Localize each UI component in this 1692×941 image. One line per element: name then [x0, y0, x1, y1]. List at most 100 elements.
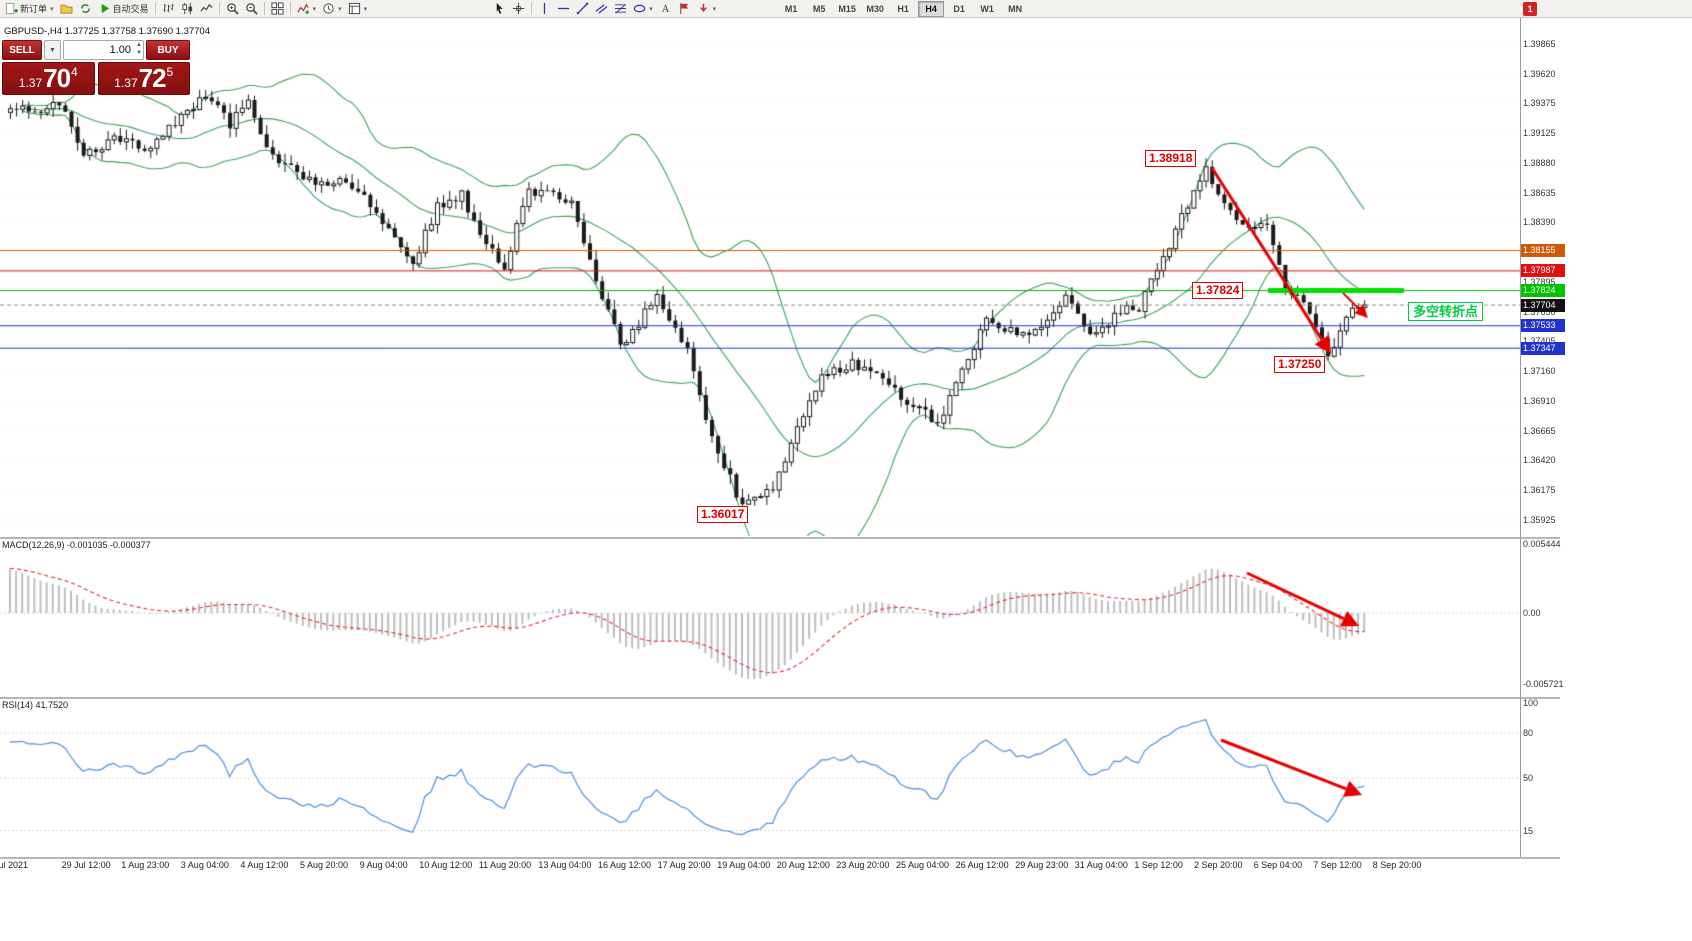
text-button[interactable]: A	[657, 1, 674, 17]
macd-scale-label: 0.005444	[1523, 539, 1561, 549]
price-annotation-box[interactable]: 1.38918	[1145, 150, 1197, 167]
time-axis-label: Jul 2021	[0, 860, 29, 870]
time-axis-label: 29 Jul 12:00	[61, 860, 111, 870]
indicators-button[interactable]: ▾	[295, 1, 319, 17]
timeframe-m5-button[interactable]: M5	[812, 3, 826, 14]
refresh-button[interactable]	[77, 1, 94, 17]
price-level-tag: 1.38155	[1521, 244, 1565, 258]
volume-input[interactable]: 1.00 ▲ ▼	[63, 40, 144, 60]
templates-button[interactable]: ▾	[346, 1, 370, 17]
price-annotation-box[interactable]: 1.37824	[1192, 282, 1244, 299]
time-axis-label: 23 Aug 20:00	[836, 860, 890, 870]
panel-separator-macd[interactable]	[0, 537, 1560, 539]
profiles-button[interactable]	[58, 1, 75, 17]
time-axis-label: 11 Aug 20:00	[478, 860, 532, 870]
periods-button[interactable]: ▾	[320, 1, 344, 17]
shapes-button[interactable]: ▾	[631, 1, 655, 17]
notification-badge[interactable]: 1	[1523, 2, 1537, 16]
macd-scale-label: -0.005721	[1523, 679, 1564, 689]
timeframe-d1-button[interactable]: D1	[953, 3, 965, 14]
candles-icon	[181, 2, 192, 15]
time-axis-label: 17 Aug 20:00	[657, 860, 711, 870]
doc-plus-icon	[5, 2, 18, 15]
toolbar-separator	[531, 2, 533, 15]
price-annotation-box[interactable]: 1.37250	[1274, 356, 1326, 373]
price-level-tag: 1.37987	[1521, 264, 1565, 278]
rsi-scale-label: 100	[1523, 698, 1539, 708]
line-chart-button[interactable]	[198, 1, 215, 17]
price-axis-tick: 1.35925	[1523, 515, 1556, 525]
zoom-in-button[interactable]	[224, 1, 241, 17]
timeframe-mn-button[interactable]: MN	[1008, 3, 1023, 14]
arrows-button[interactable]: ▾	[695, 1, 719, 17]
macd-indicator-label: MACD(12,26,9) -0.001035 -0.000377	[2, 540, 151, 550]
svg-text:A: A	[661, 4, 669, 15]
buy-price-base: 1.37	[114, 76, 138, 90]
fibonacci-retracement-button[interactable]	[612, 1, 629, 17]
cursor-button[interactable]	[491, 1, 508, 17]
timeframe-m15-button[interactable]: M15	[838, 3, 856, 14]
new-order-button[interactable]: 新订单 ▾	[3, 1, 56, 17]
toolbar-spacer	[719, 8, 777, 9]
time-axis-label: 31 Aug 04:00	[1074, 860, 1128, 870]
toolbar-separator	[218, 2, 220, 15]
crosshair-icon	[513, 2, 525, 15]
chart-plot-canvas[interactable]	[0, 18, 1520, 863]
zoomin-icon	[226, 3, 239, 15]
text-label-button[interactable]	[676, 1, 693, 17]
timeframe-w1-button[interactable]: W1	[980, 3, 994, 14]
time-axis-label: 4 Aug 12:00	[240, 860, 289, 870]
turning-point-note[interactable]: 多空转折点	[1408, 302, 1484, 321]
time-axis-label: 13 Aug 04:00	[538, 860, 592, 870]
crosshair-button[interactable]	[510, 1, 527, 17]
volume-value: 1.00	[109, 44, 131, 56]
toolbar-spacer	[370, 8, 490, 9]
time-axis-label: 6 Sep 04:00	[1253, 860, 1303, 870]
new-order-label: 新订单	[20, 4, 48, 14]
vertical-line-button[interactable]	[536, 1, 553, 17]
price-axis-border	[1520, 18, 1521, 857]
zoom-out-button[interactable]	[243, 1, 260, 17]
bars-icon	[162, 3, 174, 13]
price-axis-tick: 1.38390	[1523, 217, 1556, 228]
trendline-button[interactable]	[574, 1, 591, 17]
equidistant-channel-button[interactable]	[593, 1, 610, 17]
time-axis-label: 3 Aug 04:00	[180, 860, 229, 870]
cursor-icon	[496, 2, 503, 14]
candlestick-chart-button[interactable]	[179, 1, 196, 17]
spin-up-icon[interactable]: ▲	[136, 42, 142, 48]
toolbar-separator	[263, 2, 265, 15]
autotrade-button[interactable]: 自动交易	[96, 1, 151, 17]
price-axis-tick: 1.38635	[1523, 187, 1556, 198]
dropdown-caret-icon: ▾	[363, 5, 368, 13]
timeframe-h1-button[interactable]: H1	[897, 3, 909, 14]
sell-button[interactable]: SELL	[2, 40, 42, 60]
sell-price-display[interactable]: 1.37 70 4	[2, 62, 95, 95]
timeframe-h4-button[interactable]: H4	[918, 0, 945, 17]
panel-separator-rsi[interactable]	[0, 697, 1560, 699]
dropdown-caret-icon: ▾	[312, 5, 317, 13]
bar-chart-button[interactable]	[160, 1, 177, 17]
ellipse-icon	[633, 4, 646, 13]
horizontal-line-button[interactable]	[555, 1, 572, 17]
buy-button[interactable]: BUY	[146, 40, 190, 60]
symbol-ohlc-info: GBPUSD-,H4 1.37725 1.37758 1.37690 1.377…	[4, 26, 210, 37]
price-axis-tick: 1.37405	[1523, 336, 1556, 346]
dropdown-caret-icon: ▾	[712, 5, 717, 13]
buy-price-display[interactable]: 1.37 72 5	[97, 62, 190, 95]
tile-windows-button[interactable]	[269, 1, 286, 17]
dropdown-caret-icon: ▾	[649, 5, 653, 13]
price-axis-tick: 1.36420	[1523, 455, 1556, 466]
toolbar: 新订单 ▾ 自动交易 ▾ ▾ ▾ ▾ A ▾ M1 M5 M15 M30 H1 H4 D1 W1 MN	[0, 0, 1692, 18]
sell-price-base: 1.37	[18, 76, 43, 90]
price-annotation-box[interactable]: 1.36017	[697, 506, 749, 523]
timeframe-m30-button[interactable]: M30	[866, 3, 884, 14]
zoomout-icon	[245, 3, 258, 15]
time-axis-label: 2 Sep 20:00	[1194, 860, 1243, 870]
sell-price-point: 4	[71, 65, 78, 79]
timeframe-m1-button[interactable]: M1	[784, 3, 798, 14]
order-options-dropdown[interactable]: ▼	[44, 40, 61, 60]
spin-down-icon[interactable]: ▼	[136, 50, 142, 56]
volume-spinner[interactable]: ▲ ▼	[136, 41, 142, 57]
flag-icon	[679, 2, 688, 15]
